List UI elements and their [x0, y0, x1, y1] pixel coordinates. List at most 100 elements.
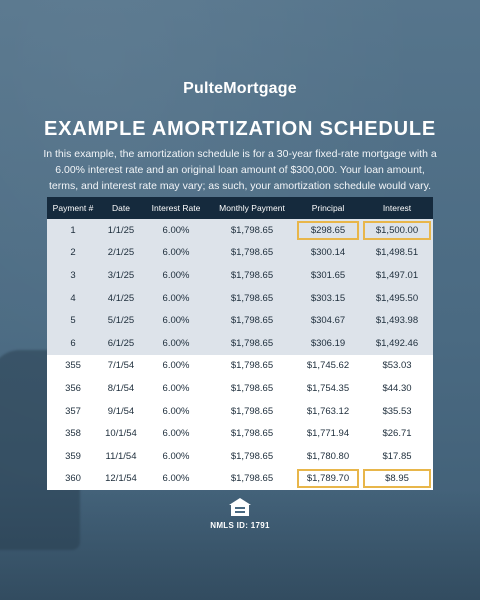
table-body: 1 1/1/25 6.00% $1,798.65 $298.65 $1,500.00 2 2/… — [47, 219, 433, 491]
highlighted-value: $1,789.70 — [297, 469, 359, 489]
table-row: 360 12/1/54 6.00% $1,798.65 $1,789.70 $8.95 — [47, 467, 433, 491]
cell-date: 3/1/25 — [99, 264, 143, 287]
highlighted-value: $8.95 — [363, 469, 431, 489]
cell-interest-rate: 6.00% — [143, 264, 209, 287]
highlighted-value: $298.65 — [297, 220, 359, 240]
cell-interest-rate: 6.00% — [143, 467, 209, 491]
cell-payment-number: 2 — [47, 241, 99, 265]
table-row: 359 11/1/54 6.00% $1,798.65 $1,780.80 $17.85 — [47, 444, 433, 468]
cell-interest-rate: 6.00% — [143, 444, 209, 468]
cell-interest-rate: 6.00% — [143, 377, 209, 400]
cell-principal: $1,763.12 — [295, 399, 361, 423]
table-header-row: Payment # Date Interest Rate Monthly Pay… — [47, 197, 433, 219]
cell-principal: $1,780.80 — [295, 444, 361, 468]
table-row: 357 9/1/54 6.00% $1,798.65 $1,763.12 $35.53 — [47, 399, 433, 423]
cell-payment-number: 3 — [47, 264, 99, 287]
cell-interest: $44.30 — [361, 377, 433, 400]
cell-principal: $306.19 — [295, 331, 361, 355]
header-interest-rate: Interest Rate — [143, 197, 209, 219]
cell-interest: $8.95 — [361, 467, 433, 491]
table-row: 1 1/1/25 6.00% $1,798.65 $298.65 $1,500.00 — [47, 219, 433, 242]
page-title: EXAMPLE AMORTIZATION SCHEDULE — [43, 118, 437, 140]
brand-logo: PulteMortgage — [183, 80, 297, 97]
cell-principal: $1,745.62 — [295, 354, 361, 378]
cell-payment-number: 358 — [47, 422, 99, 445]
table-row: 355 7/1/54 6.00% $1,798.65 $1,745.62 $53.03 — [47, 354, 433, 378]
header-date: Date — [99, 197, 143, 219]
header-principal: Principal — [295, 197, 361, 219]
cell-monthly-payment: $1,798.65 — [209, 264, 295, 287]
cell-payment-number: 357 — [47, 399, 99, 423]
cell-payment-number: 355 — [47, 354, 99, 378]
cell-date: 11/1/54 — [99, 444, 143, 468]
cell-monthly-payment: $1,798.65 — [209, 399, 295, 423]
cell-payment-number: 5 — [47, 309, 99, 332]
header-payment-number: Payment # — [47, 197, 99, 219]
cell-date: 9/1/54 — [99, 399, 143, 423]
table-row: 5 5/1/25 6.00% $1,798.65 $304.67 $1,493.98 — [47, 309, 433, 332]
table-row: 358 10/1/54 6.00% $1,798.65 $1,771.94 $26.71 — [47, 422, 433, 445]
equal-housing-icon — [229, 498, 251, 516]
cell-payment-number: 6 — [47, 331, 99, 355]
cell-principal: $1,754.35 — [295, 377, 361, 400]
cell-interest-rate: 6.00% — [143, 309, 209, 332]
cell-interest-rate: 6.00% — [143, 219, 209, 242]
header-interest: Interest — [361, 197, 433, 219]
cell-interest: $1,492.46 — [361, 331, 433, 355]
cell-monthly-payment: $1,798.65 — [209, 219, 295, 242]
cell-interest-rate: 6.00% — [143, 241, 209, 265]
cell-interest-rate: 6.00% — [143, 331, 209, 355]
cell-interest: $53.03 — [361, 354, 433, 378]
cell-interest: $1,500.00 — [361, 219, 433, 242]
cell-payment-number: 360 — [47, 467, 99, 491]
cell-monthly-payment: $1,798.65 — [209, 444, 295, 468]
cell-monthly-payment: $1,798.65 — [209, 467, 295, 491]
cell-interest: $1,493.98 — [361, 309, 433, 332]
cell-interest-rate: 6.00% — [143, 354, 209, 378]
cell-payment-number: 359 — [47, 444, 99, 468]
cell-date: 7/1/54 — [99, 354, 143, 378]
cell-monthly-payment: $1,798.65 — [209, 331, 295, 355]
cell-monthly-payment: $1,798.65 — [209, 241, 295, 265]
cell-interest: $17.85 — [361, 444, 433, 468]
cell-payment-number: 1 — [47, 219, 99, 242]
cell-monthly-payment: $1,798.65 — [209, 286, 295, 310]
cell-principal: $1,771.94 — [295, 422, 361, 445]
cell-date: 4/1/25 — [99, 286, 143, 310]
cell-interest: $35.53 — [361, 399, 433, 423]
cell-principal: $298.65 — [295, 219, 361, 242]
highlighted-value: $1,500.00 — [363, 220, 431, 240]
cell-principal: $300.14 — [295, 241, 361, 265]
header-monthly-payment: Monthly Payment — [209, 197, 295, 219]
table-row: 4 4/1/25 6.00% $1,798.65 $303.15 $1,495.50 — [47, 286, 433, 310]
cell-monthly-payment: $1,798.65 — [209, 354, 295, 378]
nmls-id: NMLS ID: 1791 — [210, 521, 270, 530]
cell-date: 1/1/25 — [99, 219, 143, 242]
cell-payment-number: 356 — [47, 377, 99, 400]
cell-date: 8/1/54 — [99, 377, 143, 400]
cell-interest-rate: 6.00% — [143, 286, 209, 310]
cell-principal: $301.65 — [295, 264, 361, 287]
cell-monthly-payment: $1,798.65 — [209, 422, 295, 445]
amortization-table: Payment # Date Interest Rate Monthly Pay… — [47, 197, 433, 491]
cell-interest-rate: 6.00% — [143, 422, 209, 445]
cell-monthly-payment: $1,798.65 — [209, 377, 295, 400]
cell-date: 5/1/25 — [99, 309, 143, 332]
page-description: In this example, the amortization schedu… — [43, 148, 437, 192]
cell-date: 10/1/54 — [99, 422, 143, 445]
table-row: 356 8/1/54 6.00% $1,798.65 $1,754.35 $44.30 — [47, 377, 433, 400]
cell-date: 12/1/54 — [99, 467, 143, 491]
table-row: 6 6/1/25 6.00% $1,798.65 $306.19 $1,492.46 — [47, 331, 433, 355]
amortization-table-container: Payment # Date Interest Rate Monthly Pay… — [47, 197, 433, 491]
cell-date: 6/1/25 — [99, 331, 143, 355]
cell-principal: $1,789.70 — [295, 467, 361, 491]
cell-interest: $26.71 — [361, 422, 433, 445]
cell-interest: $1,497.01 — [361, 264, 433, 287]
cell-principal: $304.67 — [295, 309, 361, 332]
table-row: 2 2/1/25 6.00% $1,798.65 $300.14 $1,498.51 — [47, 241, 433, 265]
cell-interest: $1,495.50 — [361, 286, 433, 310]
cell-interest-rate: 6.00% — [143, 399, 209, 423]
cell-date: 2/1/25 — [99, 241, 143, 265]
cell-interest: $1,498.51 — [361, 241, 433, 265]
cell-monthly-payment: $1,798.65 — [209, 309, 295, 332]
